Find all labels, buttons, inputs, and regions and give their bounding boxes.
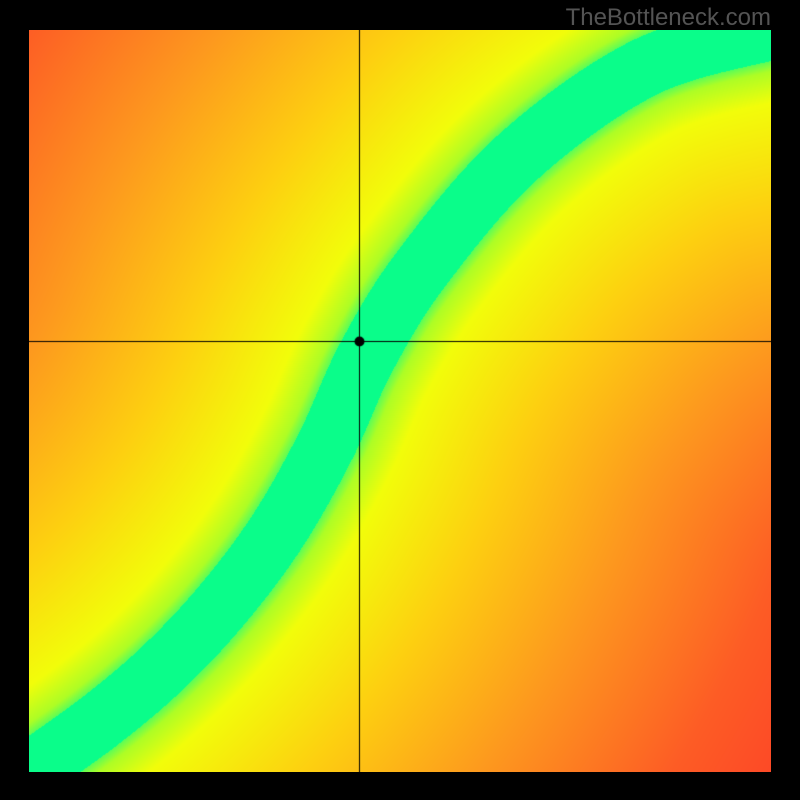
chart-container: TheBottleneck.com bbox=[0, 0, 800, 800]
bottleneck-heatmap bbox=[29, 30, 771, 772]
watermark-text: TheBottleneck.com bbox=[566, 4, 771, 32]
